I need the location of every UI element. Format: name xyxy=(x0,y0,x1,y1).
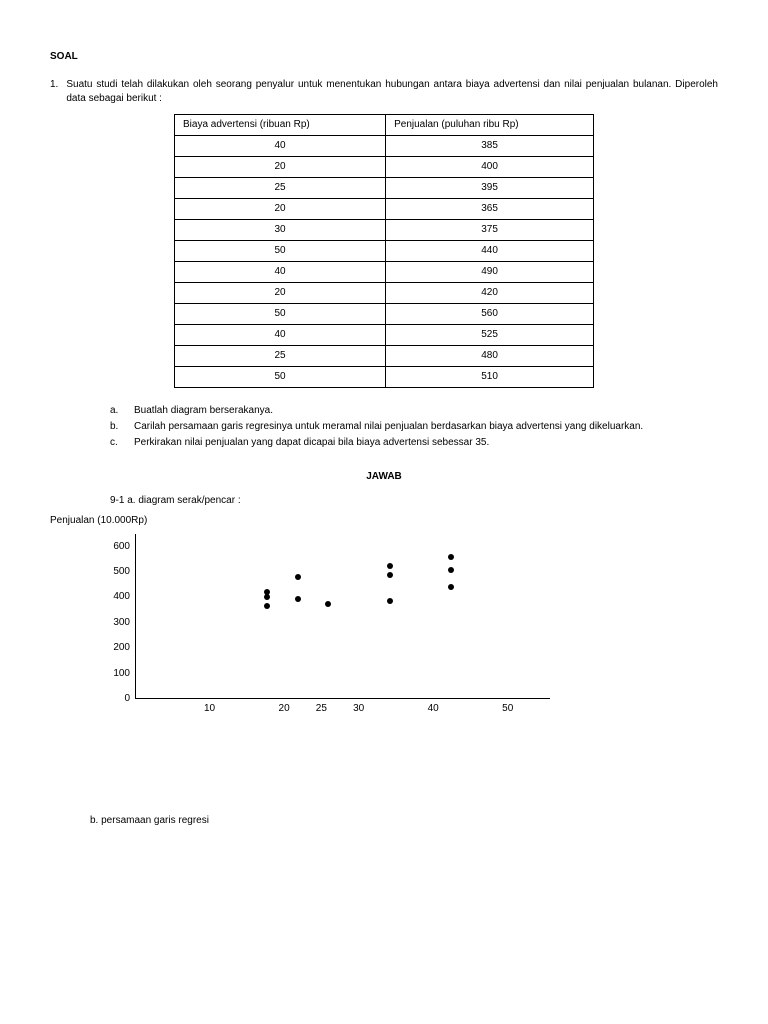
cell-x: 50 xyxy=(175,367,386,388)
cell-y: 395 xyxy=(386,178,594,199)
table-row: 40385 xyxy=(175,136,594,157)
table-row: 25480 xyxy=(175,346,594,367)
cell-x: 40 xyxy=(175,262,386,283)
scatter-point xyxy=(295,574,301,580)
cell-y: 490 xyxy=(386,262,594,283)
cell-y: 525 xyxy=(386,325,594,346)
cell-x: 25 xyxy=(175,346,386,367)
table-row: 20365 xyxy=(175,199,594,220)
cell-x: 20 xyxy=(175,199,386,220)
scatter-point xyxy=(295,596,301,602)
cell-y: 480 xyxy=(386,346,594,367)
cell-x: 25 xyxy=(175,178,386,199)
data-table: Biaya advertensi (ribuan Rp) Penjualan (… xyxy=(174,114,594,388)
col2-header: Penjualan (puluhan ribu Rp) xyxy=(386,115,594,136)
scatter-point xyxy=(264,589,270,595)
scatter-point xyxy=(325,601,331,607)
answer-a-line: 9-1 a. diagram serak/pencar : xyxy=(110,494,718,508)
table-row: 40525 xyxy=(175,325,594,346)
scatter-point xyxy=(387,598,393,604)
scatter-point xyxy=(264,603,270,609)
cell-x: 20 xyxy=(175,157,386,178)
answer-b-label: b. persamaan garis regresi xyxy=(90,814,718,828)
y-axis-line xyxy=(135,534,136,699)
table-row: 50440 xyxy=(175,241,594,262)
sub-b-letter: b. xyxy=(110,420,126,434)
sub-c-text: Perkirakan nilai penjualan yang dapat di… xyxy=(134,436,718,450)
x-tick-label: 10 xyxy=(204,702,215,716)
scatter-point xyxy=(448,584,454,590)
y-axis-label: Penjualan (10.000Rp) xyxy=(50,514,718,528)
cell-y: 385 xyxy=(386,136,594,157)
x-axis-line xyxy=(135,698,550,699)
y-tick-label: 500 xyxy=(90,565,130,579)
table-row: 30375 xyxy=(175,220,594,241)
table-row: 25395 xyxy=(175,178,594,199)
cell-x: 30 xyxy=(175,220,386,241)
x-tick-label: 40 xyxy=(428,702,439,716)
subquestion-a: a. Buatlah diagram berserakanya. xyxy=(110,404,718,418)
sub-c-letter: c. xyxy=(110,436,126,450)
cell-x: 50 xyxy=(175,304,386,325)
cell-y: 420 xyxy=(386,283,594,304)
scatter-point xyxy=(387,563,393,569)
table-row: 50510 xyxy=(175,367,594,388)
y-tick-label: 600 xyxy=(90,540,130,554)
question-text: Suatu studi telah dilakukan oleh seorang… xyxy=(66,78,718,106)
scatter-point xyxy=(387,572,393,578)
y-tick-label: 100 xyxy=(90,667,130,681)
cell-y: 375 xyxy=(386,220,594,241)
table-row: 40490 xyxy=(175,262,594,283)
cell-x: 50 xyxy=(175,241,386,262)
scatter-chart: 0 100 200 300 400 500 600 10 20 25 30 40 50 xyxy=(80,534,560,724)
col1-header: Biaya advertensi (ribuan Rp) xyxy=(175,115,386,136)
subquestion-c: c. Perkirakan nilai penjualan yang dapat… xyxy=(110,436,718,450)
x-tick-label: 50 xyxy=(502,702,513,716)
x-tick-label: 30 xyxy=(353,702,364,716)
cell-x: 20 xyxy=(175,283,386,304)
cell-y: 365 xyxy=(386,199,594,220)
cell-y: 560 xyxy=(386,304,594,325)
x-tick-label: 25 xyxy=(316,702,327,716)
cell-x: 40 xyxy=(175,136,386,157)
scatter-point xyxy=(448,554,454,560)
cell-y: 510 xyxy=(386,367,594,388)
y-tick-label: 200 xyxy=(90,641,130,655)
answer-header: JAWAB xyxy=(50,470,718,484)
table-header-row: Biaya advertensi (ribuan Rp) Penjualan (… xyxy=(175,115,594,136)
subquestion-list: a. Buatlah diagram berserakanya. b. Cari… xyxy=(110,404,718,450)
table-row: 20400 xyxy=(175,157,594,178)
sub-a-letter: a. xyxy=(110,404,126,418)
subquestion-b: b. Carilah persamaan garis regresinya un… xyxy=(110,420,718,434)
x-tick-label: 20 xyxy=(279,702,290,716)
sub-a-text: Buatlah diagram berserakanya. xyxy=(134,404,718,418)
scatter-point xyxy=(448,567,454,573)
section-title: SOAL xyxy=(50,50,718,64)
cell-y: 440 xyxy=(386,241,594,262)
table-row: 50560 xyxy=(175,304,594,325)
sub-b-text: Carilah persamaan garis regresinya untuk… xyxy=(134,420,718,434)
table-row: 20420 xyxy=(175,283,594,304)
y-tick-label: 300 xyxy=(90,616,130,630)
y-tick-label: 0 xyxy=(90,692,130,706)
cell-x: 40 xyxy=(175,325,386,346)
question-block: 1. Suatu studi telah dilakukan oleh seor… xyxy=(50,78,718,106)
cell-y: 400 xyxy=(386,157,594,178)
question-number: 1. xyxy=(50,78,58,106)
y-tick-label: 400 xyxy=(90,590,130,604)
